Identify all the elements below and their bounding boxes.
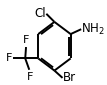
Text: F: F	[6, 53, 12, 63]
Text: F: F	[23, 35, 29, 45]
Text: NH$_2$: NH$_2$	[81, 22, 105, 37]
Text: Cl: Cl	[35, 7, 46, 20]
Text: Br: Br	[63, 71, 76, 84]
Text: F: F	[27, 72, 33, 82]
